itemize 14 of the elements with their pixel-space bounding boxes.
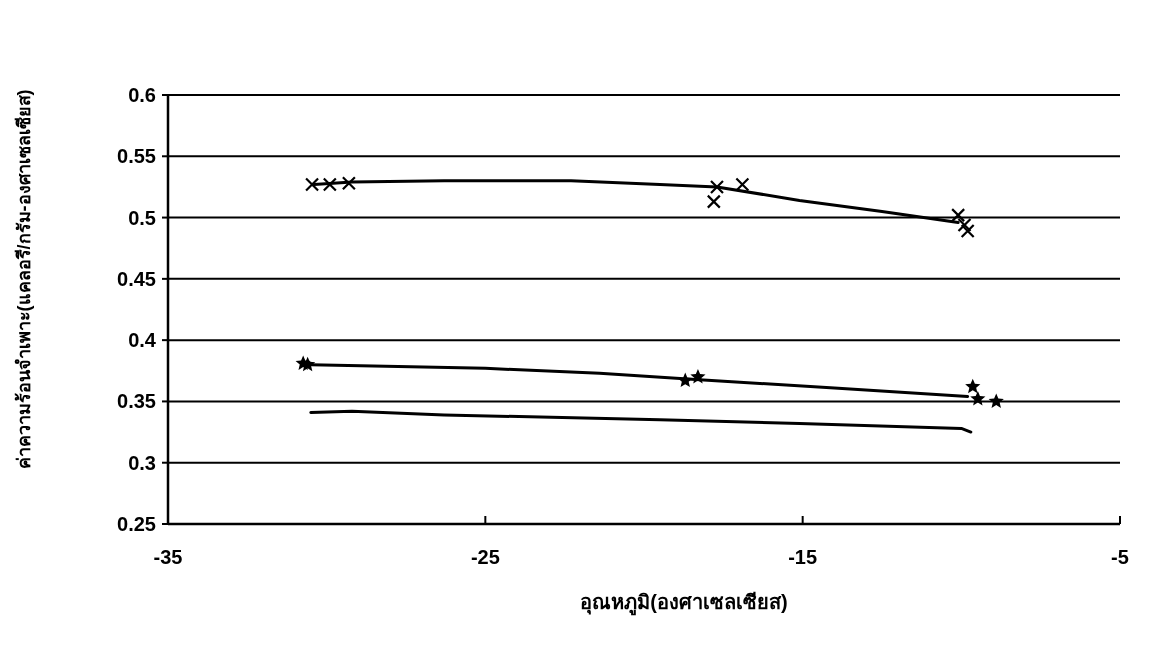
y-tick-label: 0.45 [117, 267, 156, 290]
y-tick-label: 0.6 [128, 84, 156, 106]
x-tick-label: -15 [788, 546, 818, 568]
y-tick-label: 0.4 [128, 329, 157, 352]
y-tick-label: 0.25 [117, 513, 156, 535]
x-tick-label: -5 [1111, 546, 1129, 568]
x-axis-title: อุณหภูมิ(องศาเซลเซียส) [580, 591, 788, 616]
y-tick-label: 0.3 [128, 451, 156, 474]
x-tick-label: -35 [153, 546, 183, 568]
y-axis-title: ค่าความร้อนจำเพาะ(แคลอรี/กรัม-องศาเซลเซียส) [14, 89, 34, 470]
y-tick-label: 0.5 [128, 206, 156, 229]
y-tick-label: 0.35 [117, 390, 156, 413]
x-tick-label: -25 [470, 546, 500, 568]
y-tick-label: 0.55 [117, 145, 156, 168]
